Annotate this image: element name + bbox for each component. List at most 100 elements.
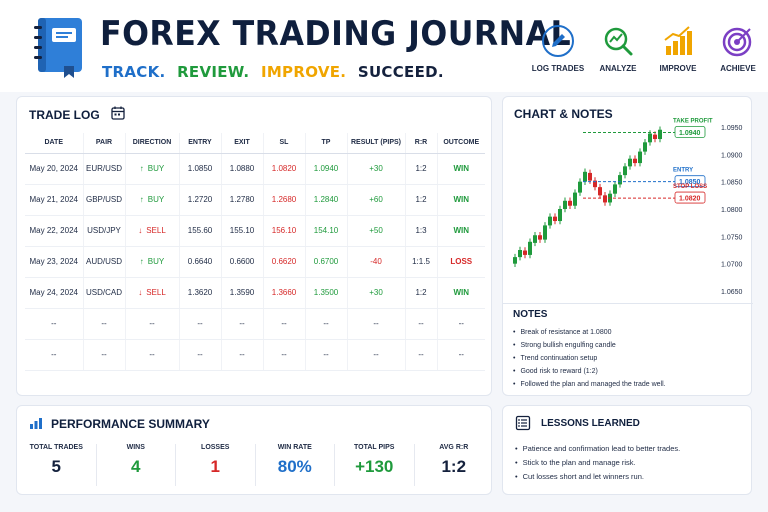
stat-label: WINS [126, 444, 145, 451]
note-item: Good risk to reward (1:2) [513, 365, 666, 378]
result-value: +30 [369, 288, 383, 297]
candle-body [628, 158, 632, 167]
tp-value: 0.6700 [313, 257, 339, 266]
entry-value: 155.60 [187, 226, 213, 235]
table-row[interactable]: May 21, 2024 GBP/USD ↑ BUY 1.2720 1.2780 1.268… [25, 184, 485, 216]
calendar-icon[interactable] [111, 106, 125, 120]
date-value: May 23, 2024 [29, 257, 78, 266]
empty-cell: -- [346, 308, 405, 340]
tagline-track: TRACK. [102, 63, 166, 81]
candle-body [648, 133, 652, 143]
stat-win-rate: WIN RATE 80% [254, 444, 335, 486]
header: FOREX TRADING JOURNAL TRACK. REVIEW. IMP… [0, 0, 768, 92]
workflow-steps: LOG TRADES ANALYZE IMPROVE [528, 24, 768, 73]
candle-body [633, 158, 637, 164]
candle-body [548, 216, 552, 226]
empty-cell: -- [220, 339, 263, 371]
arrow-down-icon: ↓ [138, 226, 143, 235]
exit-value: 1.0880 [229, 164, 255, 173]
rr-value: 1:3 [415, 226, 427, 235]
tp-value: 1.0940 [313, 164, 339, 173]
cell-entry: 1.3620 [178, 277, 221, 309]
result-value: +60 [369, 195, 383, 204]
column-header: DATE [25, 133, 83, 154]
empty-cell: -- [346, 339, 405, 371]
step-label: ACHIEVE [720, 64, 756, 73]
cell-outcome: WIN [436, 153, 485, 185]
divider [503, 303, 753, 304]
cell-sl: 1.3660 [262, 277, 305, 309]
date-value: May 21, 2024 [29, 195, 78, 204]
cell-pair: EUR/USD [82, 153, 125, 185]
exit-value: 0.6600 [229, 257, 255, 266]
empty-cell: -- [25, 339, 83, 371]
level-value: 1.0850 [679, 179, 701, 186]
exit-value: 1.2780 [229, 195, 255, 204]
cell-entry: 0.6640 [178, 246, 221, 278]
journal-icon [34, 18, 82, 78]
note-item: Trend continuation setup [513, 352, 666, 365]
table-header-row: DATE PAIR DIRECTION ENTRY EXIT SL TP RESULT (PI… [25, 133, 485, 154]
candle-body [583, 171, 587, 182]
cell-tp: 0.6700 [304, 246, 347, 278]
column-header: TP [304, 133, 347, 154]
trade-log-title: TRADE LOG [29, 108, 100, 122]
magnifier-chart-icon [604, 27, 633, 56]
table-row[interactable]: May 22, 2024 USD/JPY ↓ SELL 155.60 155.10 156.… [25, 215, 485, 247]
cell-sl: 156.10 [262, 215, 305, 247]
empty-cell: -- [304, 339, 347, 371]
sl-value: 0.6620 [271, 257, 297, 266]
empty-row[interactable]: -- -- -- -- -- -- -- -- -- -- [25, 339, 485, 371]
cell-exit: 0.6600 [220, 246, 263, 278]
stat-avg-rr: AVG R:R 1:2 [413, 444, 494, 486]
tp-value: 1.2840 [313, 195, 339, 204]
cell-sl: 1.2680 [262, 184, 305, 216]
stat-wins: WINS 4 [95, 444, 176, 486]
rr-value: 1:2 [415, 195, 427, 204]
table-row[interactable]: May 23, 2024 AUD/USD ↑ BUY 0.6640 0.6600 0.662… [25, 246, 485, 278]
result-value: +50 [369, 226, 383, 235]
outcome-value: WIN [453, 164, 470, 173]
empty-cell: -- [124, 339, 179, 371]
lesson-item: Cut losses short and let winners run. [515, 470, 680, 484]
arrow-up-icon: ↑ [139, 164, 144, 173]
cell-date: May 22, 2024 [25, 215, 83, 247]
tp-value: 1.3500 [313, 288, 339, 297]
column-header: SL [262, 133, 305, 154]
candle-body [513, 257, 517, 264]
table-row[interactable]: May 20, 2024 EUR/USD ↑ BUY 1.0850 1.0880 1.082… [25, 153, 485, 185]
stat-label: AVG R:R [439, 444, 469, 451]
cell-date: May 21, 2024 [25, 184, 83, 216]
level-value-box [674, 126, 706, 138]
checklist-icon [515, 415, 531, 431]
cell-exit: 1.0880 [220, 153, 263, 185]
cell-result: +60 [346, 184, 405, 216]
cell-pair: USD/CAD [82, 277, 125, 309]
cell-result: +50 [346, 215, 405, 247]
candle-body [578, 181, 582, 193]
arrow-down-icon: ↓ [138, 288, 143, 297]
exit-value: 155.10 [229, 226, 255, 235]
chart-notes-card: CHART & NOTES 1.0950 1.0900 1.0850 1.0800 1.… [502, 96, 753, 396]
candle-body [623, 166, 627, 176]
lesson-item: Patience and confirmation lead to better… [515, 442, 681, 456]
cell-outcome: LOSS [436, 246, 485, 278]
date-value: May 20, 2024 [29, 164, 78, 173]
cell-rr: 1:3 [404, 215, 437, 247]
cell-entry: 1.0850 [178, 153, 221, 185]
rr-value: 1:2 [415, 164, 427, 173]
stat-value: +130 [355, 457, 394, 476]
sl-value: 156.10 [271, 226, 297, 235]
empty-row[interactable]: -- -- -- -- -- -- -- -- -- -- [25, 308, 485, 340]
date-value: May 22, 2024 [29, 226, 78, 235]
cell-exit: 1.3590 [220, 277, 263, 309]
empty-cell: -- [25, 308, 83, 340]
table-row[interactable]: May 24, 2024 USD/CAD ↓ SELL 1.3620 1.3590 1.36… [25, 277, 485, 309]
pair-value: GBP/USD [85, 195, 122, 204]
stat-label: LOSSES [201, 444, 230, 451]
empty-cell: -- [220, 308, 263, 340]
column-header: RESULT (PIPS) [346, 133, 405, 154]
cell-direction: ↑ BUY [124, 153, 179, 185]
cell-rr: 1:1.5 [404, 246, 437, 278]
y-tick-label: 1.0900 [721, 152, 743, 159]
